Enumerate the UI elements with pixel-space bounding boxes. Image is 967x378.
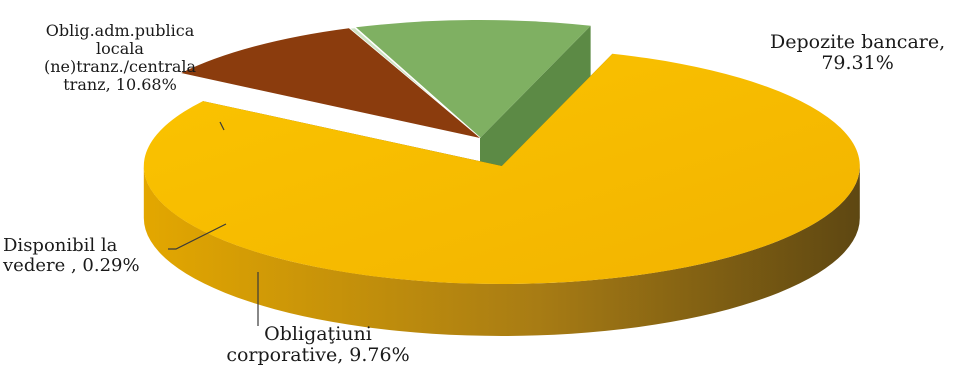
- slice-depozite-bancare: [143, 53, 860, 336]
- label-oblig-adm-line-3: (ne)tranz./centrala: [43, 56, 197, 76]
- label-oblig-adm-line-4: tranz, 10.68%: [63, 74, 177, 94]
- label-oblig-adm-line-2: locala: [96, 38, 144, 58]
- label-corporative-line-2: corporative, 9.76%: [226, 344, 410, 367]
- label-disponibil-la-vedere: Disponibil la vedere , 0.29%: [3, 235, 140, 277]
- label-disponibil-line-2: vedere , 0.29%: [3, 255, 140, 277]
- label-corporative-line-1: Obligaţiuni: [264, 323, 372, 345]
- slice-side-wall: [143, 166, 860, 336]
- slice-disponibil-la-vedere: [347, 26, 481, 139]
- slice-top-face: [347, 26, 481, 139]
- label-depozite-line-2: 79.31%: [821, 52, 894, 75]
- label-disponibil-line-1: Disponibil la: [3, 235, 118, 256]
- slice-top-face: [143, 53, 860, 285]
- label-oblig-adm-line-1: Oblig.adm.publica: [45, 21, 195, 40]
- slice-cut-wall: [480, 25, 591, 191]
- slice-top-face: [181, 28, 480, 138]
- label-obligatiuni-corporative: Obligaţiuni corporative, 9.76%: [220, 323, 416, 367]
- label-oblig-adm-publica: Oblig.adm.publica locala (ne)tranz./cent…: [20, 22, 220, 94]
- leader-line-disponibil: [168, 223, 227, 250]
- leader-line-oblig-adm: [219, 121, 225, 131]
- slice-obliga-iuni-corporative: [181, 28, 480, 138]
- label-depozite-bancare: Depozite bancare, 79.31%: [770, 31, 946, 75]
- label-depozite-line-1: Depozite bancare,: [770, 31, 946, 53]
- slice-top-face: [355, 20, 591, 139]
- slice-oblig-adm-publica-locala-ne-tranz-centrala-tranz: [355, 20, 591, 191]
